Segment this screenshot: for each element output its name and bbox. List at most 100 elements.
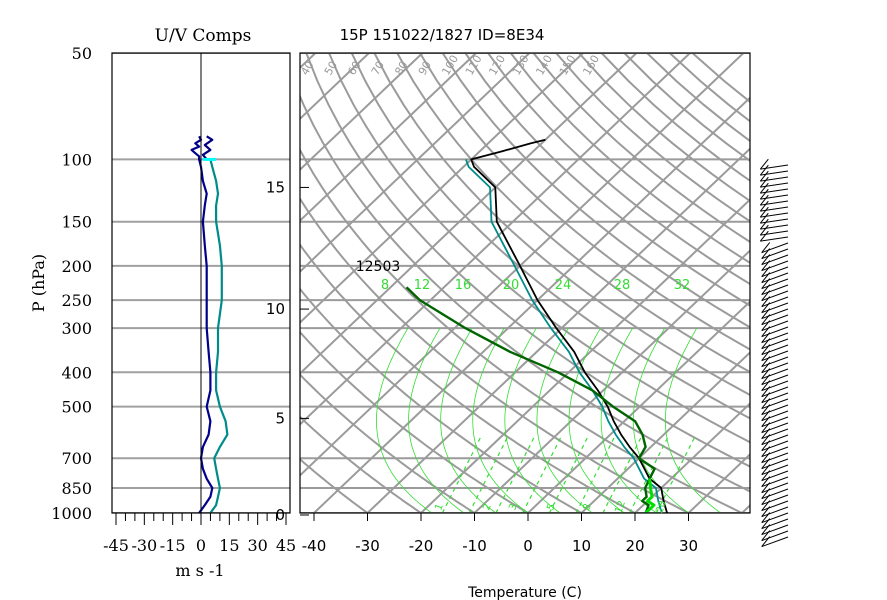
- wind-barb-flag: [761, 434, 771, 445]
- dry-adiabat: [487, 53, 750, 286]
- wind-barb-staff: [760, 164, 789, 170]
- uv-tick-label: 30: [247, 536, 267, 555]
- sounding-line: [644, 478, 656, 513]
- temperature-tick-label: 20: [625, 537, 644, 555]
- dry-adiabat: [300, 287, 584, 513]
- temperature-tick-label: -20: [409, 537, 434, 555]
- wind-barb-staff: [761, 482, 789, 494]
- wind-barb-staff: [760, 182, 789, 188]
- pressure-tick-label: 500: [61, 398, 92, 417]
- dry-adiabat: [464, 53, 750, 307]
- wind-barb-staff: [761, 368, 789, 380]
- skewt-series-group: [405, 138, 668, 513]
- isotherm-label: 90: [416, 59, 434, 78]
- pressure-tick-label: 300: [61, 319, 92, 338]
- wind-barb-staff: [761, 254, 789, 266]
- wind-barb-staff: [761, 296, 789, 308]
- wind-barb-staff: [761, 536, 789, 548]
- wind-barb-flag: [761, 464, 771, 475]
- wind-barb-flag: [761, 278, 771, 289]
- wind-barb-staff: [761, 530, 789, 542]
- mixing-ratio-label: 16: [455, 278, 472, 293]
- wind-barb-flag: [761, 404, 771, 415]
- wind-barb-staff: [761, 476, 789, 488]
- wind-barb-flag: [761, 332, 771, 343]
- wind-barb-staff: [761, 242, 789, 254]
- dry-adiabat: [419, 53, 750, 351]
- wind-barb-flag: [761, 476, 771, 487]
- pressure-tick-label: 150: [61, 213, 92, 232]
- bottom-scale-label: 5: [545, 502, 558, 512]
- mixing-ratio-line: [629, 434, 670, 513]
- wind-barb-staff: [761, 452, 789, 464]
- wind-barb-flag: [761, 452, 771, 463]
- wind-barb-flag: [761, 290, 771, 301]
- wind-barb-flag: [761, 530, 771, 541]
- temperature-tick-label: 10: [572, 537, 591, 555]
- isotherm-line: [0, 53, 155, 513]
- moist-adiabat: [600, 327, 657, 513]
- wind-barb-staff: [760, 230, 789, 236]
- moist-adiabat: [504, 327, 561, 513]
- wind-barb-flag: [761, 242, 771, 253]
- wind-barb-staff: [761, 506, 789, 518]
- uv-tick-label: -15: [160, 536, 186, 555]
- wind-barb-staff: [761, 488, 789, 500]
- dry-adiabat: [300, 457, 370, 513]
- isotherm-line: [580, 351, 750, 513]
- isotherm-line: [634, 402, 750, 513]
- wind-barb-staff: [761, 320, 789, 332]
- wind-barb-flag: [761, 302, 771, 313]
- mixing-ratio-line: [548, 434, 590, 513]
- moist-adiabat: [440, 327, 497, 513]
- moist-adiabat: [375, 327, 432, 513]
- pressure-tick-label: 200: [61, 257, 92, 276]
- wind-barb-flag: [761, 398, 771, 409]
- uv-x-tick-labels: -45 -30 -15 0 15 30 45: [103, 513, 296, 555]
- mixing-ratio-line: [468, 434, 510, 513]
- isotherm-line: [300, 53, 477, 222]
- wind-barb-flag: [761, 470, 771, 481]
- pressure-tick-label: 850: [61, 479, 92, 498]
- wind-barb-staff: [761, 512, 789, 524]
- wind-barb-staff: [761, 446, 789, 458]
- wind-barb-staff: [761, 494, 789, 506]
- pressure-tick-label: 400: [61, 363, 92, 382]
- wind-barb-flag: [761, 488, 771, 499]
- uv-series-group: [190, 135, 229, 513]
- wind-barb-staff: [761, 398, 789, 410]
- wind-barb-staff: [760, 236, 789, 242]
- wind-barb-staff: [761, 272, 789, 284]
- wind-barb-flag: [761, 524, 771, 535]
- pressure-tick-label: 700: [61, 449, 92, 468]
- uv-tick-label: 0: [196, 536, 206, 555]
- wind-barb-staff: [761, 374, 789, 386]
- wind-barb-flag: [761, 458, 771, 469]
- wind-barb-staff: [761, 344, 789, 356]
- uv-tick-label: 15: [219, 536, 239, 555]
- height-tick-label: 0: [275, 506, 285, 524]
- wind-barb-flag: [761, 506, 771, 517]
- wind-barb-flag: [761, 368, 771, 379]
- uv-panel: U/V Comps 501001502002503004005007008501…: [29, 26, 296, 580]
- dry-adiabat: [300, 93, 750, 493]
- sounding-line: [405, 286, 656, 513]
- temperature-tick-label: -30: [355, 537, 380, 555]
- wind-barb-flag: [761, 350, 771, 361]
- mixing-ratio-label: 28: [614, 278, 631, 293]
- wind-barb-staff: [761, 524, 789, 536]
- wind-barb-flag: [759, 176, 769, 188]
- isotherm-line: [300, 53, 745, 477]
- wind-barb-staff: [761, 290, 789, 302]
- wind-barb-flag: [761, 386, 771, 397]
- wind-barb-flag: [759, 188, 769, 200]
- dry-adiabat: [396, 53, 750, 374]
- wind-barb-staff: [761, 308, 789, 320]
- skewt-frame: [299, 52, 751, 514]
- temperature-tick-label: 0: [523, 537, 533, 555]
- wind-barb-staff: [761, 428, 789, 440]
- uv-series-line: [201, 135, 214, 161]
- wind-barb-flag: [761, 326, 771, 337]
- wind-barbs: [759, 158, 789, 548]
